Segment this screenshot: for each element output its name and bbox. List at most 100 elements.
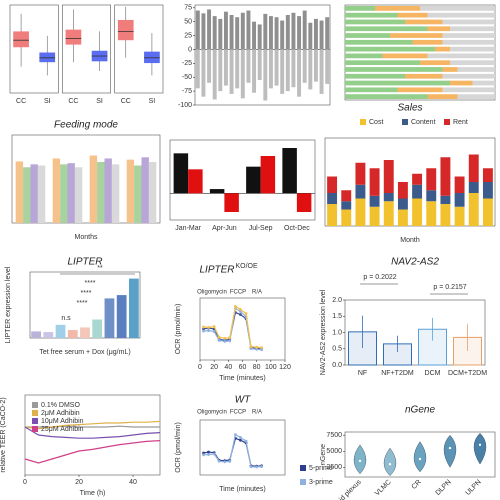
bar: [397, 209, 408, 226]
x-tick-label: Apr-Jun: [212, 225, 237, 232]
series-line: [24, 440, 161, 464]
legend-swatch: [444, 119, 450, 125]
legend-label: Rent: [453, 119, 468, 126]
x-tick-label: CC: [121, 98, 131, 105]
bar: [252, 21, 257, 50]
bar: [89, 155, 98, 223]
point: [234, 433, 237, 437]
bar: [450, 60, 495, 66]
bar: [355, 198, 366, 226]
bar: [341, 201, 352, 210]
y-tick-label: -50: [182, 74, 192, 81]
point: [255, 345, 259, 349]
bar: [104, 158, 112, 223]
bar: [405, 19, 443, 25]
bar: [457, 94, 495, 99]
x-axis-label: Month: [400, 237, 420, 244]
bar: [260, 156, 276, 194]
y-tick-label: -100: [178, 102, 192, 109]
bar: [454, 193, 465, 207]
bar: [134, 165, 142, 223]
bar: [327, 176, 338, 193]
bar: [55, 324, 66, 338]
point: [223, 460, 227, 464]
bar: [297, 16, 302, 50]
bar: [442, 67, 458, 72]
bar: [148, 161, 157, 223]
bar: [302, 49, 307, 83]
bar: [397, 12, 428, 18]
bar: [285, 49, 290, 92]
bar: [450, 80, 473, 86]
legend-swatch: [300, 479, 306, 485]
point: [217, 335, 221, 339]
bar: [60, 164, 68, 223]
bar: [345, 73, 405, 79]
point: [238, 436, 242, 439]
point: [234, 304, 237, 308]
bar: [369, 168, 380, 196]
legend-swatch: [402, 119, 408, 125]
bar: [282, 148, 297, 194]
x-tick-label: Oct-Dec: [284, 225, 310, 232]
legend-label: 10μM Adhibin: [41, 418, 84, 425]
point: [212, 330, 216, 333]
point: [223, 340, 227, 343]
bar: [427, 94, 458, 99]
legend-swatch: [300, 465, 306, 471]
bar: [482, 168, 493, 182]
plot-frame: [11, 134, 161, 224]
bar: [302, 10, 307, 50]
box: [13, 31, 29, 48]
x-tick-label: CC: [16, 98, 26, 105]
bar: [223, 11, 228, 50]
point: [238, 438, 242, 442]
point: [249, 465, 253, 469]
x-axis-label: Time (h): [80, 490, 106, 497]
chart-title: LIPTER: [199, 265, 234, 276]
bar: [207, 49, 212, 83]
y-tick-label: 2.0: [332, 297, 342, 304]
box: [144, 51, 160, 64]
x-axis-label: Tet free serum + Dox (μg/mL): [39, 349, 130, 356]
bar: [188, 169, 203, 194]
y-tick-label: 25: [184, 32, 192, 39]
bar: [285, 15, 290, 50]
point: [207, 450, 210, 454]
bar: [345, 60, 420, 66]
bar: [274, 49, 279, 86]
bar: [450, 26, 495, 32]
bar: [308, 22, 313, 50]
plot-frame: [324, 137, 496, 227]
y-tick-label: -75: [182, 88, 192, 95]
bar: [482, 198, 493, 226]
facet-frame: [9, 4, 59, 94]
bar: [327, 204, 338, 226]
bar: [223, 49, 228, 86]
x-axis-label: Months: [75, 234, 98, 241]
bar: [440, 204, 451, 226]
bar: [420, 6, 495, 11]
bar: [195, 10, 200, 50]
point: [238, 307, 242, 311]
bar: [263, 13, 268, 50]
y-axis-label: OCR (pmol/min): [175, 304, 182, 355]
point: [249, 347, 253, 351]
point: [228, 339, 232, 343]
x-tick-label: NF: [358, 370, 367, 377]
bar: [246, 49, 251, 83]
bar: [291, 49, 296, 88]
bar: [345, 46, 435, 52]
y-axis-label: OCR (pmol/min): [175, 422, 182, 473]
y-axis-label: relative TEER (CaCO-2): [0, 397, 7, 472]
bar: [319, 49, 324, 94]
bar: [345, 6, 375, 11]
chart-title: Feeding mode: [54, 120, 118, 131]
bar: [435, 46, 450, 52]
chart-title: NAV2-AS2: [391, 257, 439, 268]
point: [223, 336, 227, 340]
bar: [341, 209, 352, 226]
bar: [468, 154, 479, 182]
point: [249, 345, 253, 348]
